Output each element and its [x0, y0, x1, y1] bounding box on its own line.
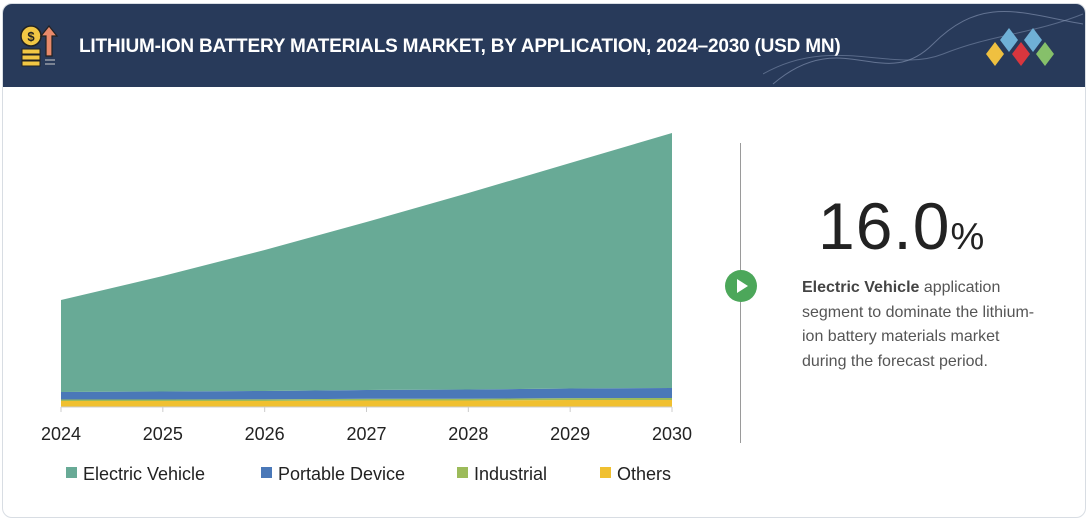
area-industrial	[61, 398, 672, 401]
diamond-logo	[986, 28, 1054, 66]
legend-swatch	[261, 467, 272, 478]
legend-label: Portable Device	[278, 464, 405, 484]
chart-title: LITHIUM-ION BATTERY MATERIALS MARKET, BY…	[79, 36, 841, 57]
money-growth-icon: $	[20, 25, 59, 67]
infographic-card: $ LITHIUM-ION BATTERY MATERIALS MARKET, …	[2, 3, 1086, 518]
area-portable-device	[61, 388, 672, 400]
cagr-value: 16.0%	[818, 188, 985, 264]
x-tick-label: 2027	[346, 424, 386, 444]
legend-label: Others	[617, 464, 671, 484]
x-tick-label: 2024	[41, 424, 81, 444]
legend-swatch	[66, 467, 77, 478]
x-tick-label: 2026	[245, 424, 285, 444]
svg-text:$: $	[27, 29, 35, 44]
legend-label: Electric Vehicle	[83, 464, 205, 484]
highlight-text: application segment to dominate the lith…	[802, 279, 1035, 370]
legend-label: Industrial	[474, 464, 547, 484]
cagr-number: 16.0	[818, 189, 951, 263]
highlight-segment: Electric Vehicle	[802, 279, 920, 296]
x-tick-label: 2030	[652, 424, 692, 444]
legend-swatch	[457, 467, 468, 478]
area-electric-vehicle	[61, 133, 672, 392]
highlight-description: Electric Vehicle application segment to …	[802, 276, 1042, 374]
x-tick-label: 2025	[143, 424, 183, 444]
play-icon[interactable]	[725, 270, 757, 302]
x-tick-label: 2029	[550, 424, 590, 444]
area-others	[61, 400, 672, 407]
header-banner: $ LITHIUM-ION BATTERY MATERIALS MARKET, …	[3, 4, 1085, 87]
wave-decoration	[763, 11, 1084, 85]
cagr-unit: %	[950, 216, 986, 258]
legend-swatch	[600, 467, 611, 478]
x-tick-label: 2028	[448, 424, 488, 444]
